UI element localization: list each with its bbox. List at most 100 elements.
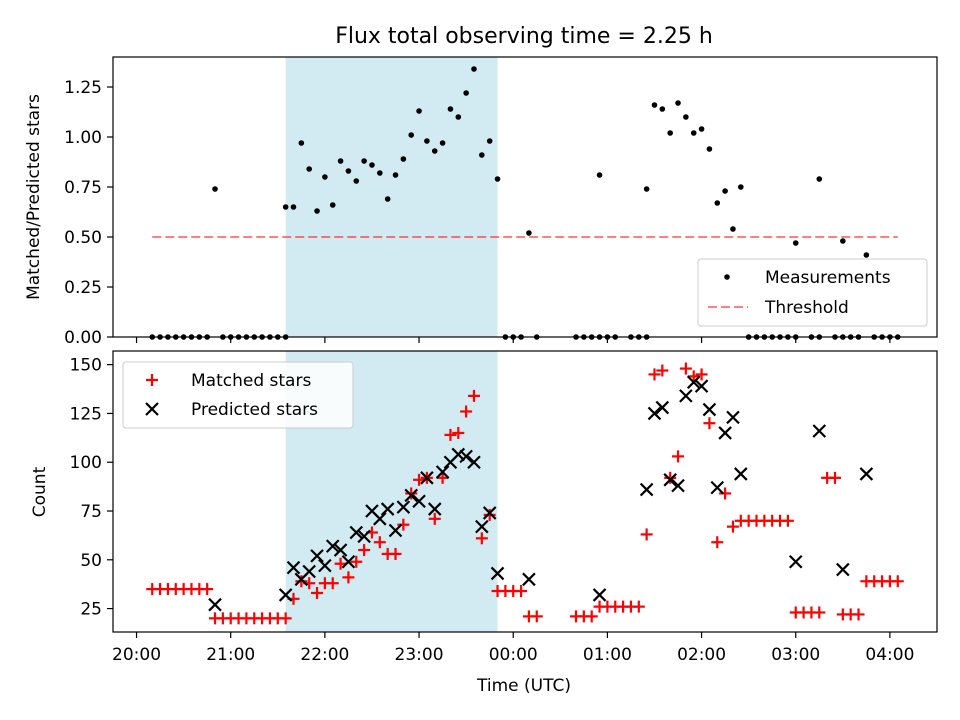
matched-legend-marker <box>146 374 158 386</box>
predicted-point <box>490 566 505 581</box>
measurement-point <box>698 126 705 132</box>
y-tick-label: 100 <box>70 453 102 473</box>
predicted-point <box>412 494 426 509</box>
predicted-point <box>451 447 466 462</box>
top-shaded-interval <box>285 57 498 337</box>
matched-point <box>342 571 355 584</box>
matched-point <box>813 606 826 619</box>
x-tick-label: 02:00 <box>677 645 726 665</box>
predicted-point <box>208 597 222 612</box>
matched-point <box>460 405 473 418</box>
matched-point <box>373 536 386 549</box>
matched-point <box>201 583 214 596</box>
matched-point <box>452 426 465 439</box>
matched-point <box>436 471 449 484</box>
predicted-point <box>734 467 748 481</box>
x-tick-label: 20:00 <box>112 645 161 665</box>
bottom-legend-box <box>122 361 354 429</box>
predicted-point <box>639 482 654 497</box>
measurement-point <box>643 186 650 192</box>
predicted-point <box>325 539 340 553</box>
measurement-point <box>651 102 658 108</box>
predicted-point <box>404 488 418 503</box>
x-tick-label: 00:00 <box>489 645 538 665</box>
matched-point <box>695 368 708 381</box>
measurement-point <box>863 252 870 258</box>
measurement-point <box>479 152 485 158</box>
measurement-point <box>416 108 422 114</box>
chart-title: Flux total observing time = 2.25 h <box>335 24 713 49</box>
measurement-point <box>337 158 344 164</box>
measurement-point <box>714 200 721 206</box>
predicted-point <box>812 424 827 438</box>
matched-point <box>726 520 739 533</box>
predicted-point <box>726 410 740 425</box>
y-tick-label: 25 <box>80 600 102 620</box>
predicted-point <box>380 502 395 516</box>
matched-point <box>703 417 716 430</box>
matched-point <box>413 473 426 486</box>
predicted-point <box>310 549 324 563</box>
predicted-point <box>592 588 607 602</box>
bottom-x-axis-label: Time (UTC) <box>476 676 571 696</box>
measurement-point <box>667 130 673 136</box>
measurement-point <box>431 148 438 154</box>
measurement-point <box>353 178 360 184</box>
y-tick-label: 1.25 <box>64 78 102 98</box>
measurement-point <box>738 184 744 190</box>
threshold-legend-label: Threshold <box>764 298 849 318</box>
predicted-legend-label: Predicted stars <box>191 400 318 420</box>
measurement-point <box>290 204 297 210</box>
measurement-point <box>659 106 666 112</box>
x-tick-label: 21:00 <box>206 645 255 665</box>
top-legend: Measurements Threshold <box>697 258 928 327</box>
matched-point <box>781 514 794 527</box>
predicted-point <box>318 558 332 573</box>
matched-point <box>632 600 645 613</box>
matched-point <box>530 610 543 623</box>
bottom-y-axis-label: Count <box>30 466 50 517</box>
matched-point <box>350 555 363 568</box>
predicted-point <box>302 564 316 579</box>
measurement-point <box>526 230 532 236</box>
predicted-point <box>349 525 364 540</box>
top-legend-box <box>697 258 928 327</box>
matched-point <box>279 612 292 625</box>
count-points <box>146 362 904 625</box>
matched-point <box>467 389 480 402</box>
predicted-point <box>286 560 301 575</box>
top-y-axis: 0.00 0.25 0.50 0.75 1.00 1.25 <box>64 78 113 348</box>
top-y-axis-label: Matched/Predicted stars <box>24 94 44 300</box>
measurement-point <box>792 240 799 246</box>
measurement-point <box>596 172 603 178</box>
measurement-point <box>840 238 846 244</box>
predicted-point <box>663 473 677 487</box>
measurement-point <box>345 168 352 174</box>
matched-point <box>475 532 488 545</box>
predicted-point <box>671 478 685 493</box>
measurement-point <box>690 130 697 136</box>
measurement-point <box>384 196 391 202</box>
predicted-point <box>333 543 348 557</box>
predicted-point <box>396 500 411 514</box>
y-tick-label: 0.00 <box>64 328 102 348</box>
predicted-point <box>482 506 497 520</box>
matched-point <box>515 585 528 598</box>
matched-point <box>828 471 841 484</box>
predicted-point <box>836 562 850 577</box>
y-tick-label: 0.75 <box>64 178 102 198</box>
measurement-point <box>439 140 446 146</box>
predicted-point <box>467 455 481 470</box>
predicted-point <box>475 519 489 534</box>
measurement-point <box>471 66 477 72</box>
measurement-point <box>463 90 469 96</box>
measurement-point <box>361 158 367 164</box>
y-tick-label: 75 <box>80 502 102 522</box>
x-tick-label: 01:00 <box>583 645 632 665</box>
measurement-point <box>675 100 681 106</box>
measurement-point <box>314 208 320 214</box>
matched-point <box>648 368 661 381</box>
matched-point <box>389 547 402 560</box>
x-tick-label: 03:00 <box>771 645 820 665</box>
